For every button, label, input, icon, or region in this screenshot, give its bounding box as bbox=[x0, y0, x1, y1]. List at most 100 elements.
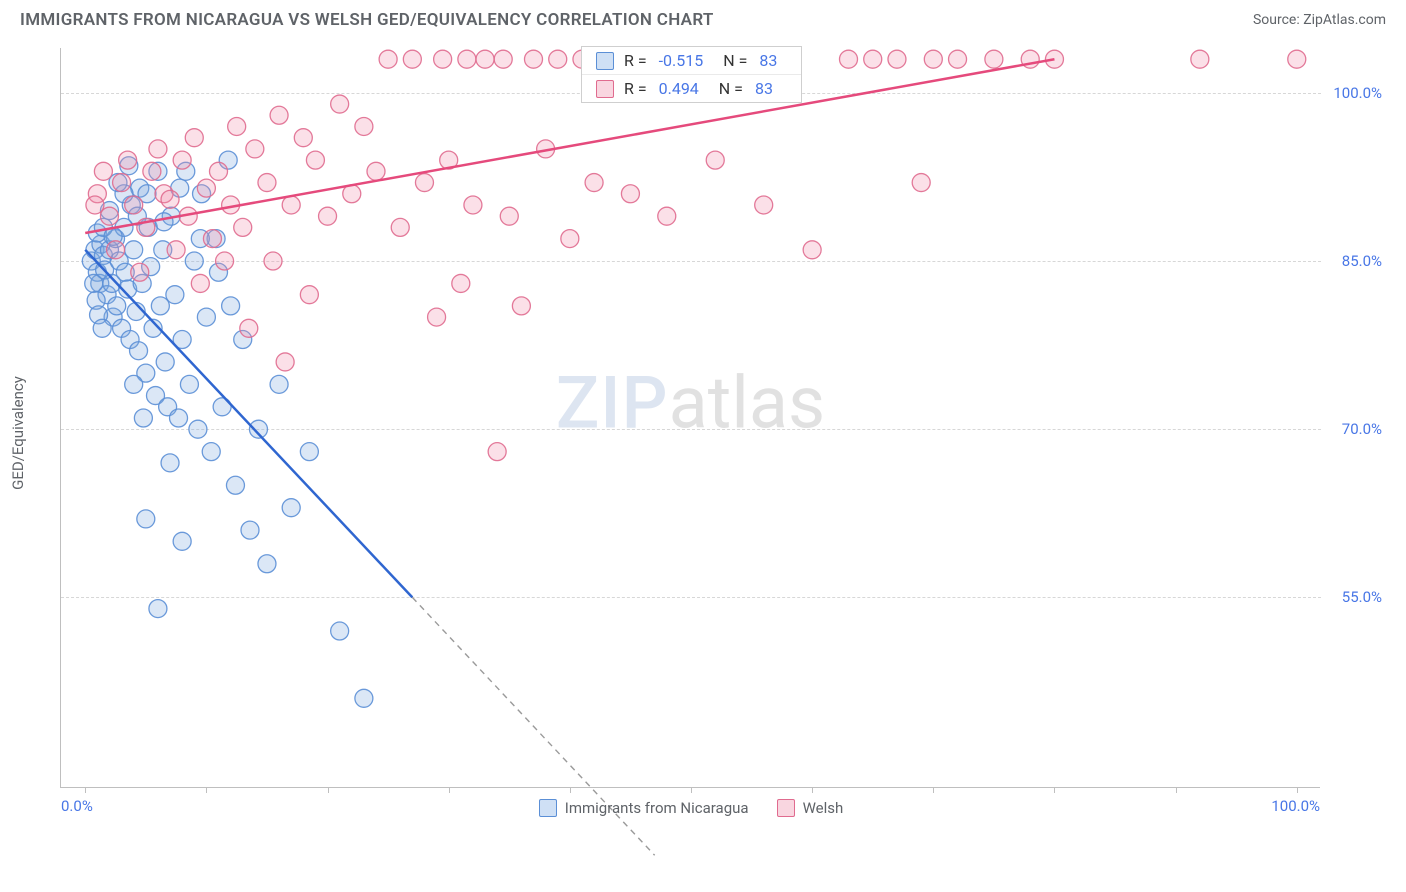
scatter-point-welsh bbox=[367, 162, 385, 180]
scatter-point-welsh bbox=[300, 286, 318, 304]
y-tick-label: 85.0% bbox=[1326, 252, 1382, 270]
scatter-point-welsh bbox=[415, 174, 433, 192]
chart-area: GED/Equivalency 55.0%70.0%85.0%100.0% ZI… bbox=[60, 48, 1386, 818]
legend-label: Immigrants from Nicaragua bbox=[565, 799, 749, 817]
scatter-point-welsh bbox=[379, 50, 397, 68]
scatter-point-welsh bbox=[203, 230, 221, 248]
scatter-point-welsh bbox=[658, 207, 676, 225]
scatter-point-welsh bbox=[500, 207, 518, 225]
scatter-point-nicaragua bbox=[355, 689, 373, 707]
scatter-point-nicaragua bbox=[170, 409, 188, 427]
scatter-point-welsh bbox=[197, 179, 215, 197]
scatter-point-welsh bbox=[1191, 50, 1209, 68]
scatter-point-welsh bbox=[403, 50, 421, 68]
scatter-point-nicaragua bbox=[241, 521, 259, 539]
plot-region: 55.0%70.0%85.0%100.0% ZIPatlas R =-0.515… bbox=[60, 48, 1320, 788]
scatter-point-welsh bbox=[924, 50, 942, 68]
scatter-point-nicaragua bbox=[149, 600, 167, 618]
stats-box: R =-0.515N =83R =0.494N =83 bbox=[581, 46, 802, 103]
scatter-point-welsh bbox=[161, 190, 179, 208]
scatter-point-welsh bbox=[488, 443, 506, 461]
stats-row: R =0.494N =83 bbox=[582, 74, 801, 102]
scatter-point-welsh bbox=[458, 50, 476, 68]
r-label: R = bbox=[624, 79, 647, 98]
scatter-point-welsh bbox=[428, 308, 446, 326]
scatter-point-welsh bbox=[270, 106, 288, 124]
scatter-point-welsh bbox=[294, 129, 312, 147]
scatter-point-welsh bbox=[306, 151, 324, 169]
scatter-point-nicaragua bbox=[137, 510, 155, 528]
scatter-point-welsh bbox=[149, 140, 167, 158]
scatter-point-welsh bbox=[512, 297, 530, 315]
scatter-point-welsh bbox=[276, 353, 294, 371]
scatter-point-welsh bbox=[494, 50, 512, 68]
scatter-point-welsh bbox=[549, 50, 567, 68]
scatter-point-welsh bbox=[476, 50, 494, 68]
scatter-point-welsh bbox=[131, 263, 149, 281]
scatter-point-welsh bbox=[949, 50, 967, 68]
scatter-point-welsh bbox=[864, 50, 882, 68]
scatter-point-nicaragua bbox=[173, 532, 191, 550]
scatter-point-nicaragua bbox=[108, 297, 126, 315]
scatter-point-nicaragua bbox=[85, 274, 103, 292]
r-value: -0.515 bbox=[659, 51, 704, 70]
scatter-point-welsh bbox=[86, 196, 104, 214]
chart-header: IMMIGRANTS FROM NICARAGUA VS WELSH GED/E… bbox=[0, 0, 1406, 36]
scatter-point-nicaragua bbox=[300, 443, 318, 461]
scatter-point-welsh bbox=[1288, 50, 1306, 68]
scatter-point-welsh bbox=[561, 230, 579, 248]
series-swatch bbox=[596, 52, 614, 70]
scatter-point-nicaragua bbox=[258, 555, 276, 573]
scatter-point-nicaragua bbox=[222, 297, 240, 315]
scatter-point-nicaragua bbox=[155, 213, 173, 231]
scatter-point-nicaragua bbox=[331, 622, 349, 640]
scatter-point-welsh bbox=[185, 129, 203, 147]
scatter-point-welsh bbox=[355, 117, 373, 135]
scatter-point-welsh bbox=[191, 274, 209, 292]
y-tick-label: 55.0% bbox=[1326, 588, 1382, 606]
trendline-nicaragua bbox=[85, 250, 412, 598]
legend-swatch bbox=[539, 799, 557, 817]
scatter-point-nicaragua bbox=[93, 319, 111, 337]
scatter-point-nicaragua bbox=[125, 375, 143, 393]
scatter-point-welsh bbox=[228, 117, 246, 135]
scatter-point-welsh bbox=[210, 162, 228, 180]
scatter-point-nicaragua bbox=[161, 454, 179, 472]
scatter-point-welsh bbox=[621, 185, 639, 203]
scatter-point-welsh bbox=[167, 241, 185, 259]
scatter-point-welsh bbox=[264, 252, 282, 270]
scatter-point-nicaragua bbox=[189, 420, 207, 438]
scatter-point-welsh bbox=[246, 140, 264, 158]
chart-legend: Immigrants from NicaraguaWelsh bbox=[61, 799, 1321, 817]
scatter-point-welsh bbox=[331, 95, 349, 113]
scatter-point-welsh bbox=[319, 207, 337, 225]
n-value: 83 bbox=[755, 79, 773, 98]
scatter-point-welsh bbox=[840, 50, 858, 68]
scatter-point-welsh bbox=[240, 319, 258, 337]
scatter-point-welsh bbox=[143, 162, 161, 180]
scatter-point-nicaragua bbox=[130, 342, 148, 360]
scatter-point-welsh bbox=[464, 196, 482, 214]
scatter-point-nicaragua bbox=[270, 375, 288, 393]
scatter-point-welsh bbox=[755, 196, 773, 214]
series-swatch bbox=[596, 80, 614, 98]
scatter-point-welsh bbox=[119, 151, 137, 169]
scatter-point-welsh bbox=[258, 174, 276, 192]
y-tick-label: 70.0% bbox=[1326, 420, 1382, 438]
y-axis-title: GED/Equivalency bbox=[9, 376, 27, 490]
scatter-point-welsh bbox=[585, 174, 603, 192]
scatter-point-welsh bbox=[912, 174, 930, 192]
scatter-point-welsh bbox=[173, 151, 191, 169]
scatter-point-welsh bbox=[434, 50, 452, 68]
legend-item: Immigrants from Nicaragua bbox=[539, 799, 749, 817]
chart-title: IMMIGRANTS FROM NICARAGUA VS WELSH GED/E… bbox=[20, 10, 714, 30]
scatter-point-nicaragua bbox=[197, 308, 215, 326]
scatter-point-welsh bbox=[525, 50, 543, 68]
trendline-welsh bbox=[85, 59, 1054, 233]
scatter-point-welsh bbox=[452, 274, 470, 292]
scatter-point-welsh bbox=[706, 151, 724, 169]
legend-swatch bbox=[777, 799, 795, 817]
scatter-point-welsh bbox=[282, 196, 300, 214]
scatter-point-nicaragua bbox=[202, 443, 220, 461]
scatter-point-nicaragua bbox=[166, 286, 184, 304]
